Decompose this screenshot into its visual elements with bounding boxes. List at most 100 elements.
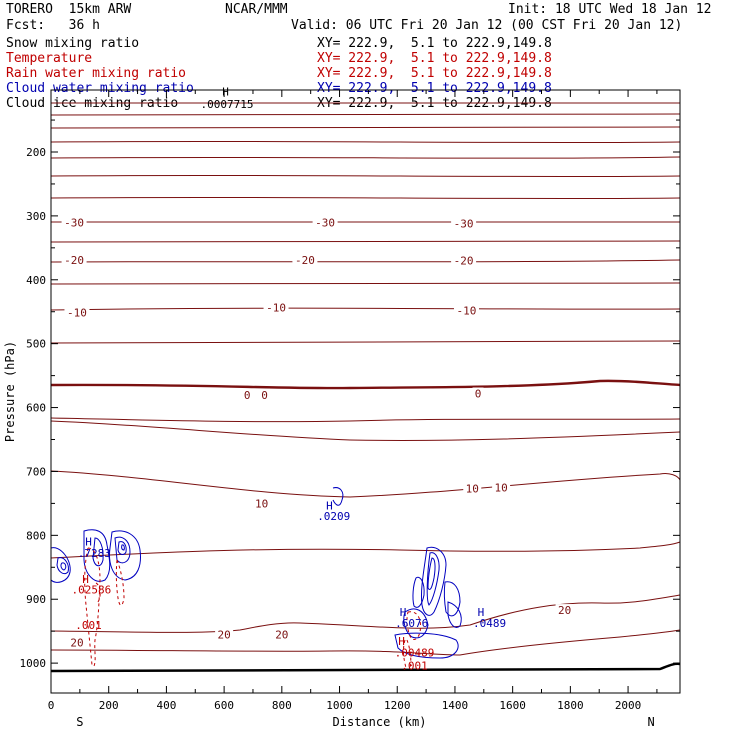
isotherm-line [50, 113, 681, 116]
y-tick-label: 300 [26, 210, 46, 223]
isotherm-line [50, 240, 681, 243]
temperature-label: -30 [64, 216, 84, 229]
x-tick-label: 200 [99, 699, 119, 712]
y-tick-label: 1000 [20, 657, 47, 670]
y-tick-label: 600 [26, 402, 46, 415]
ground-surface-line [50, 662, 681, 673]
legend-cloud-water-xy: XY= 222.9, 5.1 to 222.9,149.8 [317, 81, 552, 96]
temperature-label-bg [451, 217, 477, 230]
x-tick-label: 400 [156, 699, 176, 712]
isotherm-line [50, 594, 681, 633]
maximum-marker: H [82, 573, 89, 586]
temperature-label-bg [241, 388, 253, 401]
temperature-label-bg [463, 482, 482, 495]
x-tick-label: 1000 [326, 699, 353, 712]
isotherm-line [50, 541, 681, 559]
temperature-label-bg [555, 604, 574, 617]
isotherm-line [50, 417, 681, 423]
x-tick-label: 2000 [615, 699, 642, 712]
temperature-label-bg [252, 497, 271, 510]
temperature-label: -20 [454, 255, 474, 268]
x-tick-label: 600 [214, 699, 234, 712]
legend-cloud-water-name: Cloud water mixing ratio [6, 81, 194, 96]
temperature-label-bg [312, 216, 338, 229]
isotherm-line [50, 307, 681, 311]
max-value-label: .0489 [473, 617, 506, 630]
isotherm-line [50, 140, 681, 144]
legend-rain-xy: XY= 222.9, 5.1 to 222.9,149.8 [317, 66, 552, 81]
model-title: TORERO 15km ARW [6, 2, 132, 17]
max-value-label: .001 [75, 619, 102, 632]
temperature-label-bg [259, 388, 271, 401]
temperature-label: 20 [217, 628, 230, 641]
temperature-label: -10 [266, 301, 286, 314]
chart-labels: 0 200 400 600 800 1000 1200 1400 1600 1800 2000200… [3, 85, 655, 729]
legend-snow-xy: XY= 222.9, 5.1 to 222.9,149.8 [317, 36, 552, 51]
temperature-label: -30 [454, 218, 474, 231]
isotherm-line [50, 221, 681, 223]
org-label: NCAR/MMM [225, 2, 288, 17]
y-tick-label: 500 [26, 338, 46, 351]
isotherm-line [50, 126, 681, 129]
isotherm-line [50, 156, 681, 159]
maximum-marker: H [478, 606, 485, 619]
temperature-label-bg [492, 481, 511, 494]
legend-rain-name: Rain water mixing ratio [6, 66, 187, 81]
max-value-label: .0007715 [201, 98, 254, 111]
temperature-label-bg [263, 301, 289, 314]
temperature-label-bg [451, 254, 477, 267]
temperature-label: 20 [558, 604, 571, 617]
max-value-label: .02586 [72, 584, 112, 597]
isotherm-line [50, 340, 681, 344]
max-value-label: .6076 [395, 617, 428, 630]
legend-snow-name: Snow mixing ratio [6, 36, 140, 51]
chart-axes [50, 89, 681, 694]
temperature-label: 10 [494, 481, 507, 494]
maximum-marker: H [398, 635, 405, 648]
temperature-label-bg [67, 636, 86, 649]
init-time: Init: 18 UTC Wed 18 Jan 12 [508, 2, 712, 17]
maximum-marker: H [326, 499, 333, 512]
max-value-label: .001 [401, 660, 428, 673]
y-tick-label: 800 [26, 529, 46, 542]
temperature-label: 20 [70, 637, 83, 650]
temperature-label-bg [61, 253, 87, 266]
isotherm-line [50, 196, 681, 200]
temperature-label: -20 [295, 254, 315, 267]
temperature-label: 0 [475, 388, 482, 401]
south-label: S [76, 715, 83, 729]
temperature-label: 10 [466, 483, 479, 496]
temperature-label: -10 [67, 306, 87, 319]
temperature-label-bg [64, 306, 90, 319]
y-axis-label: Pressure (hPa) [3, 341, 17, 442]
temperature-label-bg [292, 253, 318, 266]
x-tick-label: 1400 [442, 699, 469, 712]
temperature-label: 10 [255, 497, 268, 510]
max-value-label: .00489 [395, 646, 435, 659]
temperature-label: -20 [64, 254, 84, 267]
temperature-label-bg [61, 216, 87, 229]
temperature-label-bg [453, 304, 479, 317]
temperature-label: 20 [275, 628, 288, 641]
rain-water-contours [84, 547, 421, 669]
x-tick-label: 1600 [499, 699, 526, 712]
cloud-water-contours [50, 487, 462, 659]
x-tick-label: 1800 [557, 699, 584, 712]
max-value-label: .7283 [78, 547, 111, 560]
x-tick-label: 0 [48, 699, 55, 712]
maximum-marker: H [85, 536, 92, 549]
legend-temperature-name: Temperature [6, 51, 93, 66]
x-tick-label: 800 [272, 699, 292, 712]
x-tick-label: 1200 [384, 699, 411, 712]
y-tick-label: 200 [26, 146, 46, 159]
temperature-label: 0 [261, 389, 268, 402]
x-axis-label: Distance (km) [333, 715, 427, 729]
plot-frame [50, 89, 681, 694]
isotherm-line [50, 282, 681, 285]
temperature-label-bg [272, 628, 291, 641]
legend-temperature-xy: XY= 222.9, 5.1 to 222.9,149.8 [317, 51, 552, 66]
isotherm-line [50, 420, 681, 442]
y-tick-label: 900 [26, 593, 46, 606]
y-tick-label: 700 [26, 465, 46, 478]
